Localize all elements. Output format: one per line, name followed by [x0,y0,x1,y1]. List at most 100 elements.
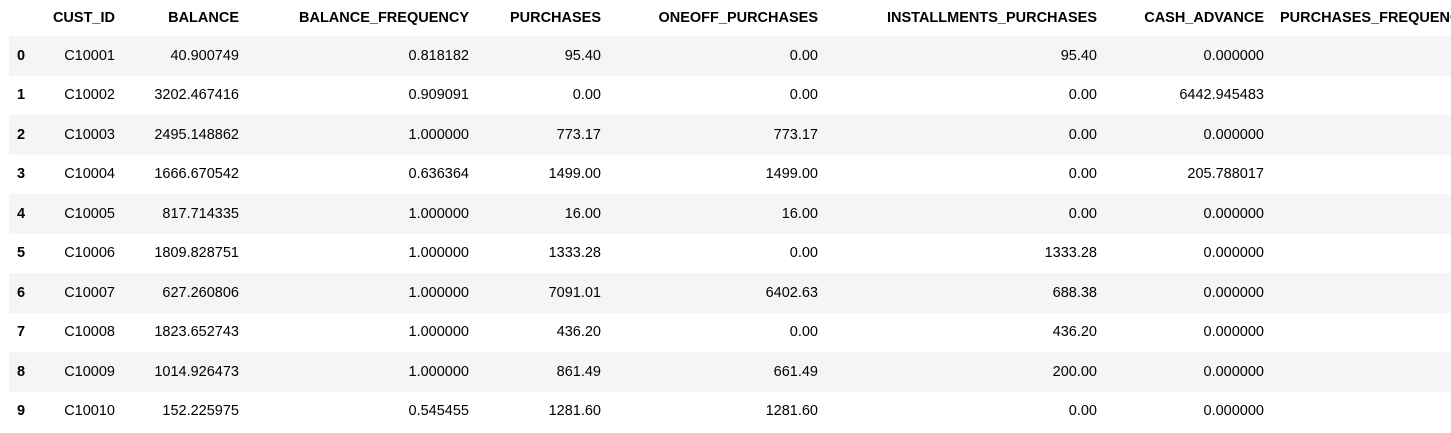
cell-cash-advance: 205.788017 [1187,166,1264,183]
row-index: 2 [17,126,26,143]
header-purchases-frequency: PURCHASES_FREQUENCY [1280,10,1451,26]
cell-oneoff-purchases: 1281.60 [765,403,818,420]
cell-balance-frequency: 1.000000 [408,284,469,301]
cell-balance-frequency: 0.636364 [408,166,469,183]
cell-balance: 152.225975 [162,403,239,420]
cell-balance: 1809.828751 [154,245,239,262]
cell-cust-id: C10009 [64,363,115,380]
row-index: 0 [17,47,26,64]
cell-installments-purchases: 95.40 [1060,47,1097,64]
table-row: 6 C10007 627.260806 1.000000 7091.01 6402.63 6… [9,273,1451,313]
cell-oneoff-purchases: 16.00 [781,205,818,222]
cell-balance-frequency: 1.000000 [408,126,469,143]
cell-cash-advance: 0.000000 [1203,324,1264,341]
cell-balance-frequency: 0.818182 [408,47,469,64]
cell-purchases-frequency [1272,115,1451,155]
cell-cust-id: C10007 [64,284,115,301]
cell-installments-purchases: 436.20 [1052,324,1097,341]
cell-installments-purchases: 0.00 [1068,87,1097,104]
cell-purchases: 0.00 [572,87,601,104]
cell-cash-advance: 0.000000 [1203,363,1264,380]
row-index: 4 [17,205,26,222]
cell-purchases-frequency [1272,155,1451,195]
cell-purchases-frequency [1272,234,1451,274]
cell-cash-advance: 0.000000 [1203,403,1264,420]
row-index: 9 [17,403,26,420]
cell-purchases: 7091.01 [548,284,601,301]
cell-oneoff-purchases: 0.00 [789,245,818,262]
cell-cash-advance: 0.000000 [1203,126,1264,143]
cell-installments-purchases: 0.00 [1068,205,1097,222]
cell-oneoff-purchases: 1499.00 [765,166,818,183]
cell-balance-frequency: 1.000000 [408,363,469,380]
header-oneoff-purchases: ONEOFF_PURCHASES [658,10,818,26]
cell-balance: 2495.148862 [154,126,239,143]
cell-purchases: 773.17 [556,126,601,143]
cell-balance-frequency: 1.000000 [408,324,469,341]
cell-purchases-frequency [1272,392,1451,432]
cell-installments-purchases: 1333.28 [1044,245,1097,262]
header-cust-id: CUST_ID [52,10,115,26]
cell-oneoff-purchases: 661.49 [773,363,818,380]
cell-balance: 1823.652743 [154,324,239,341]
cell-installments-purchases: 0.00 [1068,126,1097,143]
cell-oneoff-purchases: 6402.63 [765,284,818,301]
cell-cust-id: C10004 [64,166,115,183]
row-index: 3 [17,166,26,183]
cell-cust-id: C10010 [64,403,115,420]
cell-balance-frequency: 1.000000 [408,205,469,222]
cell-purchases-frequency [1272,194,1451,234]
header-cash-advance: CASH_ADVANCE [1144,10,1264,26]
cell-cust-id: C10002 [64,87,115,104]
row-index: 7 [17,324,26,341]
cell-balance: 627.260806 [162,284,239,301]
cell-purchases: 436.20 [556,324,601,341]
header-row: CUST_ID BALANCE BALANCE_FREQUENCY PURCHA… [9,0,1451,36]
cell-purchases-frequency [1272,273,1451,313]
cell-purchases: 16.00 [564,205,601,222]
header-index [9,0,41,36]
table-row: 8 C10009 1014.926473 1.000000 861.49 661.49 20… [9,352,1451,392]
cell-cust-id: C10006 [64,245,115,262]
dataframe-table: CUST_ID BALANCE BALANCE_FREQUENCY PURCHA… [9,0,1451,431]
cell-installments-purchases: 0.00 [1068,403,1097,420]
cell-cash-advance: 0.000000 [1203,284,1264,301]
cell-oneoff-purchases: 0.00 [789,324,818,341]
cell-cust-id: C10001 [64,47,115,64]
header-balance-frequency: BALANCE_FREQUENCY [299,10,469,26]
header-balance: BALANCE [168,10,239,26]
cell-balance: 40.900749 [170,47,239,64]
header-installments-purchases: INSTALLMENTS_PURCHASES [887,10,1097,26]
table-row: 9 C10010 152.225975 0.545455 1281.60 1281.60 0… [9,391,1451,432]
cell-balance-frequency: 0.545455 [408,403,469,420]
table-row: 3 C10004 1666.670542 0.636364 1499.00 1499.00… [9,154,1451,195]
cell-balance: 817.714335 [162,205,239,222]
table-header: CUST_ID BALANCE BALANCE_FREQUENCY PURCHA… [9,0,1451,36]
cell-cash-advance: 0.000000 [1203,47,1264,64]
cell-balance: 3202.467416 [154,87,239,104]
table-row: 0 C10001 40.900749 0.818182 95.40 0.00 95.40 0.… [9,36,1451,76]
cell-balance: 1014.926473 [154,363,239,380]
cell-cust-id: C10008 [64,324,115,341]
table-row: 5 C10006 1809.828751 1.000000 1333.28 0.00 133… [9,233,1451,274]
cell-installments-purchases: 688.38 [1052,284,1097,301]
cell-purchases: 1333.28 [548,245,601,262]
cell-purchases: 95.40 [564,47,601,64]
cell-cust-id: C10005 [64,205,115,222]
table-body: 0 C10001 40.900749 0.818182 95.40 0.00 95.40 0.… [9,36,1451,431]
cell-oneoff-purchases: 0.00 [789,47,818,64]
cell-balance-frequency: 1.000000 [408,245,469,262]
row-index: 8 [17,363,26,380]
cell-installments-purchases: 0.00 [1068,166,1097,183]
cell-cash-advance: 0.000000 [1203,205,1264,222]
cell-balance: 1666.670542 [154,166,239,183]
cell-purchases-frequency [1272,313,1451,353]
cell-cash-advance: 6442.945483 [1179,87,1264,104]
table-row: 7 C10008 1823.652743 1.000000 436.20 0.00 436.… [9,312,1451,353]
cell-oneoff-purchases: 773.17 [773,126,818,143]
row-index: 6 [17,284,26,301]
cell-purchases: 861.49 [556,363,601,380]
dataframe-output: CUST_ID BALANCE BALANCE_FREQUENCY PURCHA… [9,0,1451,431]
table-row: 4 C10005 817.714335 1.000000 16.00 16.00 0.00 0… [9,194,1451,234]
cell-installments-purchases: 200.00 [1052,363,1097,380]
